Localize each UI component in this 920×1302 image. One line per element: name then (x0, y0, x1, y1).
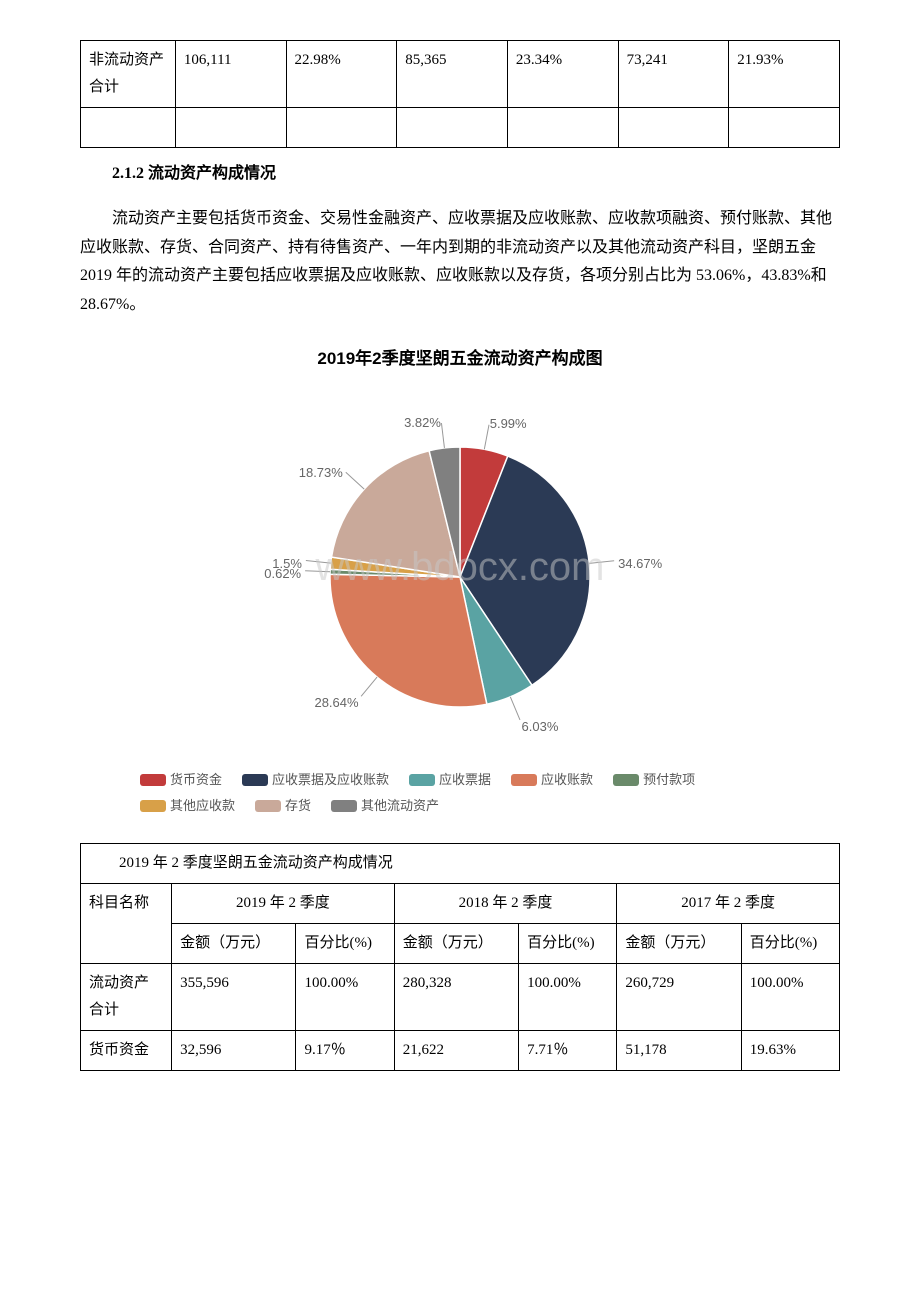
cell: 21.93% (737, 52, 783, 68)
pie-chart: www.bdocx.com 5.99%34.67%6.03%28.64%0.62… (280, 387, 640, 747)
cell: 21,622 (403, 1042, 444, 1058)
legend-label: 其他流动资产 (361, 798, 439, 813)
row-label: 流动资产合计 (89, 975, 149, 1018)
pie-label: 28.64% (314, 691, 358, 714)
pie-label: 6.03% (522, 715, 559, 738)
legend-item: 应收账款 (511, 767, 593, 793)
bottom-table: 2019 年 2 季度坚朗五金流动资产构成情况 科目名称 2019 年 2 季度… (80, 843, 840, 1071)
legend-swatch (242, 774, 268, 786)
cell: 19.63% (750, 1042, 796, 1058)
table-row-empty (81, 108, 840, 148)
cell: 280,328 (403, 975, 452, 991)
subheader: 金额（万元） (625, 935, 715, 951)
cell: 85,365 (405, 52, 446, 68)
cell: 23.34% (516, 52, 562, 68)
table-header-row: 科目名称 2019 年 2 季度 2018 年 2 季度 2017 年 2 季度 (81, 883, 840, 923)
chart-title: 2019年2季度坚朗五金流动资产构成图 (80, 344, 840, 375)
legend-swatch (255, 800, 281, 812)
table-row: 流动资产合计 355,596 100.00% 280,328 100.00% 2… (81, 963, 840, 1030)
legend-swatch (511, 774, 537, 786)
legend-item: 存货 (255, 793, 311, 819)
cell: 100.00% (304, 975, 358, 991)
table-row: 货币资金 32,596 9.17％ 21,622 7.71％ 51,178 19… (81, 1030, 840, 1070)
legend-swatch (140, 774, 166, 786)
cell: 7.71％ (527, 1042, 568, 1058)
legend-label: 应收账款 (541, 772, 593, 787)
legend-swatch (331, 800, 357, 812)
chart-legend: 货币资金 应收票据及应收账款 应收票据 应收账款 预付款项其他应收款 存货 其他流动资产 (140, 767, 780, 819)
cell: 9.17％ (304, 1042, 345, 1058)
cell: 260,729 (625, 975, 674, 991)
table-caption-row: 2019 年 2 季度坚朗五金流动资产构成情况 (81, 843, 840, 883)
legend-item: 应收票据 (409, 767, 491, 793)
subheader: 金额（万元） (403, 935, 493, 951)
pie-label: 1.5% (272, 552, 302, 575)
period-header: 2019 年 2 季度 (236, 895, 330, 911)
legend-swatch (613, 774, 639, 786)
pie-label: 3.82% (404, 411, 441, 434)
legend-label: 预付款项 (643, 772, 695, 787)
pie-slice (330, 574, 487, 707)
period-header: 2017 年 2 季度 (681, 895, 775, 911)
cell: 100.00% (750, 975, 804, 991)
subheader: 百分比(%) (304, 935, 372, 951)
legend-label: 应收票据 (439, 772, 491, 787)
subheader: 百分比(%) (750, 935, 818, 951)
cell: 51,178 (625, 1042, 666, 1058)
pie-label: 18.73% (299, 461, 343, 484)
pie-label: 34.67% (618, 552, 662, 575)
pie-label: 5.99% (490, 412, 527, 435)
subheader: 百分比(%) (527, 935, 595, 951)
legend-swatch (409, 774, 435, 786)
period-header: 2018 年 2 季度 (459, 895, 553, 911)
cell: 22.98% (295, 52, 341, 68)
top-table: 非流动资产合计 106,111 22.98% 85,365 23.34% 73,… (80, 40, 840, 148)
cell: 32,596 (180, 1042, 221, 1058)
cell: 355,596 (180, 975, 229, 991)
row-label: 货币资金 (89, 1042, 149, 1058)
legend-label: 存货 (285, 798, 311, 813)
subheader: 金额（万元） (180, 935, 270, 951)
legend-item: 预付款项 (613, 767, 695, 793)
body-paragraph: 流动资产主要包括货币资金、交易性金融资产、应收票据及应收账款、应收款项融资、预付… (80, 205, 840, 320)
legend-label: 货币资金 (170, 772, 222, 787)
table-caption: 2019 年 2 季度坚朗五金流动资产构成情况 (89, 850, 393, 877)
section-heading: 2.1.2 流动资产构成情况 (80, 160, 840, 189)
col-label: 科目名称 (89, 895, 149, 911)
cell: 106,111 (184, 52, 232, 68)
cell: 100.00% (527, 975, 581, 991)
table-row: 非流动资产合计 106,111 22.98% 85,365 23.34% 73,… (81, 41, 840, 108)
legend-item: 其他流动资产 (331, 793, 439, 819)
legend-label: 其他应收款 (170, 798, 235, 813)
cell: 73,241 (627, 52, 668, 68)
table-subheader-row: 金额（万元） 百分比(%) 金额（万元） 百分比(%) 金额（万元） 百分比(%… (81, 923, 840, 963)
legend-swatch (140, 800, 166, 812)
legend-item: 货币资金 (140, 767, 222, 793)
legend-label: 应收票据及应收账款 (272, 772, 389, 787)
legend-item: 应收票据及应收账款 (242, 767, 389, 793)
row-label: 非流动资产合计 (89, 52, 164, 95)
legend-item: 其他应收款 (140, 793, 235, 819)
